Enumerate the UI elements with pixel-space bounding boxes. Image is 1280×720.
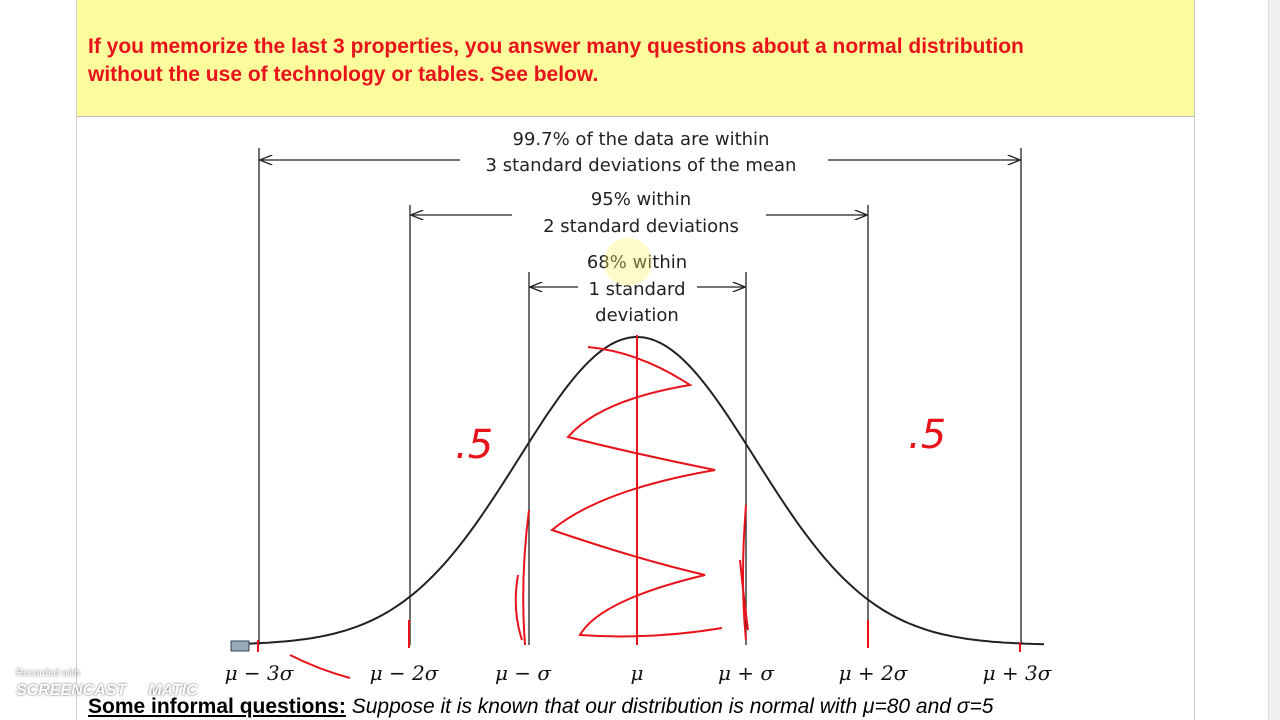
document: If you memorize the last 3 properties, y… [76, 0, 1195, 720]
axis-label: μ − σ [495, 661, 552, 685]
axis-label: μ [631, 661, 644, 685]
rule-text: 68% within [587, 252, 687, 273]
axis-label: μ + σ [718, 661, 775, 685]
cursor-highlight [604, 238, 652, 286]
axis-label: μ + 3σ [983, 661, 1053, 685]
watermark-left: SCREENCAST [16, 682, 127, 699]
rule-text: 3 standard deviations of the mean [486, 155, 797, 176]
notice-box: If you memorize the last 3 properties, y… [77, 0, 1194, 117]
watermark-logo [127, 679, 148, 699]
rule-text: deviation [595, 305, 679, 326]
axis-label: μ − 2σ [370, 661, 440, 685]
axis-label: μ − 3σ [225, 661, 295, 685]
ink-scribble [549, 346, 723, 638]
questions-heading: Some informal questions: [88, 695, 346, 718]
rule-text: 95% within [591, 189, 691, 210]
watermark-small: Recorded with [16, 668, 80, 679]
notice-text: If you memorize the last 3 properties, y… [88, 35, 1024, 86]
handwritten: .5 [908, 412, 946, 458]
watermark: Recorded with SCREENCAST MATIC [16, 668, 198, 700]
ink-mark [289, 654, 351, 679]
scrollbar[interactable] [1268, 0, 1280, 720]
cursor-icon [230, 640, 250, 652]
rule-text: 2 standard deviations [543, 216, 739, 237]
questions-text: Suppose it is known that our distributio… [351, 695, 994, 718]
questions: Some informal questions: Suppose it is k… [88, 695, 993, 719]
axis-label: μ + 2σ [839, 661, 909, 685]
ink-mark [257, 504, 1021, 652]
watermark-right: MATIC [148, 682, 198, 699]
rule-text: 99.7% of the data are within [513, 129, 770, 150]
rule-text: 1 standard [588, 279, 685, 300]
handwritten: .5 [455, 422, 493, 468]
